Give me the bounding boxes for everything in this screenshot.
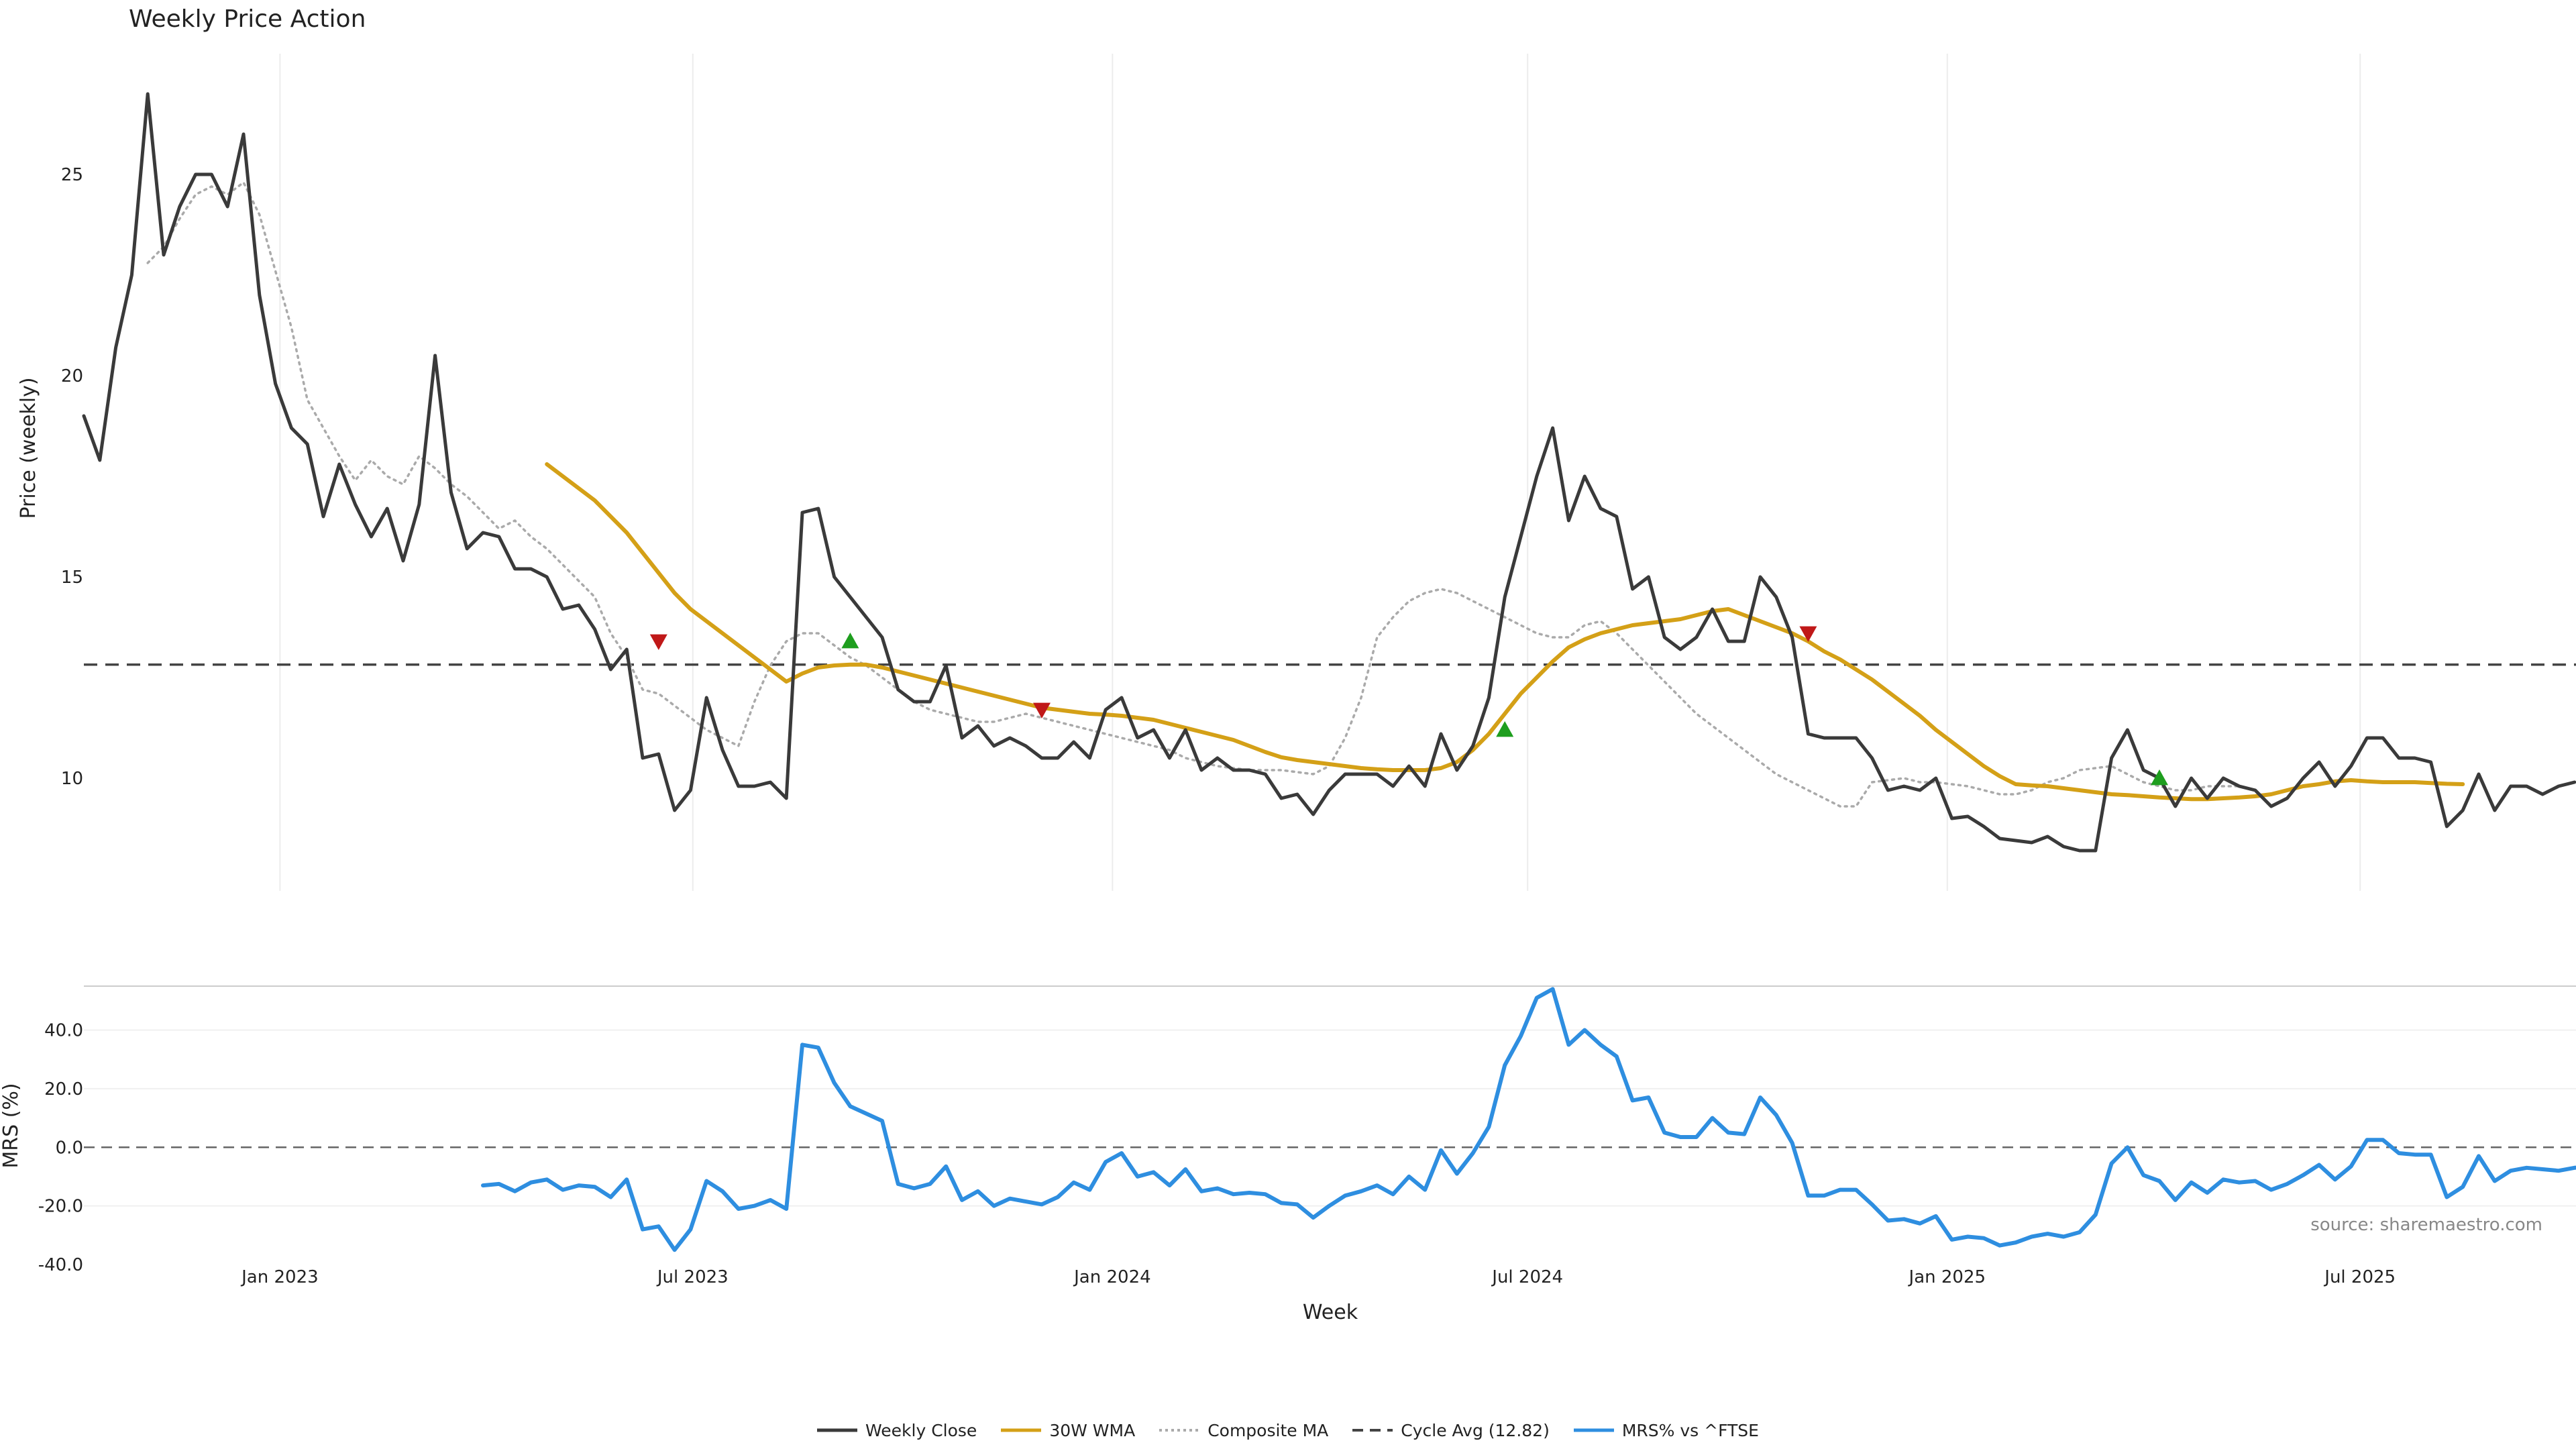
price-y-tick-label: 20 (61, 366, 83, 386)
legend: Weekly Close 30W WMA Composite MA Cycle … (0, 1417, 2576, 1444)
legend-swatch-composite-ma (1159, 1427, 1199, 1434)
legend-label-composite-ma: Composite MA (1208, 1421, 1328, 1440)
weekly-close-line (84, 94, 2575, 851)
chart-title: Weekly Price Action (129, 5, 366, 33)
x-tick-label: Jan 2025 (1908, 1267, 1986, 1287)
legend-swatch-mrs (1574, 1427, 1614, 1434)
legend-label-cycle-avg: Cycle Avg (12.82) (1401, 1421, 1550, 1440)
mrs-y-tick-label: 40.0 (44, 1021, 83, 1041)
legend-item-30w-wma[interactable]: 30W WMA (1001, 1421, 1135, 1440)
mrs-y-tick-label: 20.0 (44, 1079, 83, 1099)
x-tick-label: Jul 2025 (2323, 1267, 2396, 1287)
x-tick-label: Jul 2024 (1491, 1267, 1563, 1287)
legend-item-weekly-close[interactable]: Weekly Close (817, 1421, 977, 1440)
price-y-tick-label: 25 (61, 165, 83, 185)
x-axis-label: Week (1303, 1301, 1358, 1324)
x-tick-label: Jul 2023 (656, 1267, 729, 1287)
mrs-y-axis-label: MRS (%) (0, 1083, 23, 1168)
sell-signal-marker (650, 635, 667, 650)
mrs-panel (84, 989, 2576, 1250)
chart: Jan 2023 Jul 2023 Jan 2024 Jul 2024 Jan 2025… (0, 0, 2576, 1449)
buy-signal-marker (2151, 769, 2168, 785)
legend-label-weekly-close: Weekly Close (865, 1421, 977, 1440)
price-y-axis-label: Price (weekly) (17, 377, 40, 519)
source-annotation: source: sharemaestro.com (2310, 1215, 2542, 1235)
wma-30w-line (547, 464, 2463, 799)
legend-swatch-weekly-close (817, 1427, 857, 1434)
x-tick-label: Jan 2023 (240, 1267, 319, 1287)
price-y-tick-label: 10 (61, 769, 83, 789)
buy-signal-marker (841, 633, 859, 648)
legend-swatch-cycle-avg (1352, 1427, 1393, 1434)
grid-layer: Jan 2023 Jul 2023 Jan 2024 Jul 2024 Jan 2025… (38, 54, 2576, 1287)
legend-label-mrs: MRS% vs ^FTSE (1622, 1421, 1759, 1440)
mrs-line (483, 989, 2576, 1250)
sell-signal-marker (1033, 703, 1051, 718)
x-tick-label: Jan 2024 (1073, 1267, 1151, 1287)
mrs-y-tick-label: -20.0 (38, 1197, 83, 1217)
legend-item-composite-ma[interactable]: Composite MA (1159, 1421, 1328, 1440)
price-y-tick-label: 15 (61, 568, 83, 588)
legend-item-cycle-avg[interactable]: Cycle Avg (12.82) (1352, 1421, 1550, 1440)
price-panel (84, 94, 2576, 851)
legend-label-30w-wma: 30W WMA (1049, 1421, 1135, 1440)
mrs-y-tick-label: 0.0 (56, 1138, 83, 1158)
legend-swatch-30w-wma (1001, 1427, 1041, 1434)
composite-ma-line (148, 182, 2239, 806)
mrs-y-tick-label: -40.0 (38, 1255, 83, 1275)
legend-item-mrs[interactable]: MRS% vs ^FTSE (1574, 1421, 1759, 1440)
